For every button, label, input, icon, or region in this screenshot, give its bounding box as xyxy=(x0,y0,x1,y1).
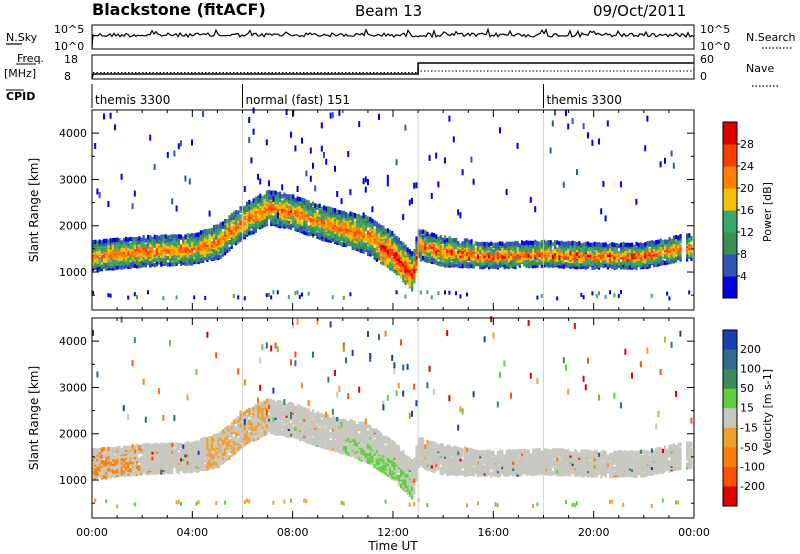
y-tick-label: 4000 xyxy=(59,127,87,140)
noise-tick-right-bottom: 10^0 xyxy=(700,40,730,53)
colorbar-swatch xyxy=(723,388,737,409)
colorbar-swatch xyxy=(723,166,737,189)
colorbar-swatch xyxy=(723,447,737,468)
velocity-colorbar-label: Velocity [m s-1] xyxy=(761,369,774,455)
x-tick-label: 16:00 xyxy=(477,526,509,539)
y-tick-label: 4000 xyxy=(59,335,87,348)
y-tick-label: 2000 xyxy=(59,220,87,233)
velocity-panel-frame xyxy=(91,317,695,519)
velocity-colorbar: 200 100 50 15 -15 -50 -100 -200 xyxy=(722,329,765,507)
velocity-colorbar-tick: 200 xyxy=(740,343,761,356)
power-colorbar-label: Power [dB] xyxy=(761,182,774,242)
radar-title: Blackstone (fitACF) xyxy=(92,0,266,19)
colorbar-swatch xyxy=(723,427,737,448)
x-tick-label: 00:00 xyxy=(678,526,710,539)
nave-line xyxy=(93,70,694,73)
noise-trace xyxy=(91,27,695,49)
colorbar-swatch xyxy=(723,486,737,507)
colorbar-swatch xyxy=(723,188,737,211)
cpid-segment-label: themis 3300 xyxy=(547,93,622,107)
x-tick-label: 08:00 xyxy=(277,526,309,539)
beam-title: Beam 13 xyxy=(355,2,422,20)
colorbar-swatch xyxy=(723,408,737,429)
x-tick-label: 00:00 xyxy=(76,526,108,539)
velocity-colorbar-tick: -50 xyxy=(740,441,758,454)
colorbar-swatch xyxy=(723,254,737,277)
colorbar-swatch xyxy=(723,330,737,351)
nave-tick-top: 60 xyxy=(700,53,714,66)
date-title: 09/Oct/2011 xyxy=(593,2,686,20)
cpid-label: CPID xyxy=(6,90,35,103)
axes: 1000 2000 3000 4000 1000 2000 3000 4000 00:00 04:… xyxy=(59,109,710,539)
velocity-colorbar-tick: 15 xyxy=(740,402,754,415)
nave-tick-bottom: 0 xyxy=(700,70,707,83)
velocity-panel xyxy=(92,316,693,518)
noise-sky-line xyxy=(91,27,695,49)
power-panel-ylabel: Slant Range [km] xyxy=(27,158,41,262)
y-tick-label: 3000 xyxy=(59,173,87,186)
noise-panel-frame xyxy=(91,24,695,50)
cpid-bar: themis 3300 normal (fast) 151 themis 3300 xyxy=(91,84,622,108)
colorbar-swatch xyxy=(723,210,737,233)
freq-unit-label: [MHz] xyxy=(4,67,36,80)
freq-label: Freq. xyxy=(17,52,44,65)
power-colorbar-tick: 24 xyxy=(740,160,754,173)
power-colorbar-tick: 16 xyxy=(740,204,754,217)
velocity-colorbar-tick: 100 xyxy=(740,363,761,376)
x-tick-label: 12:00 xyxy=(377,526,409,539)
freq-nave-trace xyxy=(91,62,694,79)
noise-tick-left-top: 10^5 xyxy=(54,23,84,36)
colorbar-swatch xyxy=(723,369,737,390)
x-tick-label: 20:00 xyxy=(578,526,610,539)
y-tick-label: 3000 xyxy=(59,381,87,394)
cpid-segment-label: themis 3300 xyxy=(95,93,170,107)
power-colorbar-tick: 28 xyxy=(740,138,754,151)
x-axis-label: Time UT xyxy=(367,539,418,553)
freq-panel-frame xyxy=(91,54,695,80)
power-colorbar-tick: 8 xyxy=(740,248,747,261)
power-colorbar: 4 8 12 16 20 24 28 xyxy=(722,121,754,299)
freq-tick-top: 18 xyxy=(64,53,78,66)
cpid-segment-label: normal (fast) 151 xyxy=(246,93,350,107)
y-tick-label: 2000 xyxy=(59,428,87,441)
colorbar-swatch xyxy=(723,144,737,167)
freq-line xyxy=(91,62,694,79)
noise-tick-left-bottom: 10^0 xyxy=(54,40,84,53)
power-panel-frame xyxy=(91,109,695,311)
power-colorbar-tick: 4 xyxy=(740,270,747,283)
freq-tick-bottom: 8 xyxy=(64,70,71,83)
velocity-colorbar-tick: 50 xyxy=(740,382,754,395)
noise-tick-right-top: 10^5 xyxy=(700,23,730,36)
noise-sky-label: N.Sky xyxy=(6,31,38,44)
velocity-colorbar-tick: -15 xyxy=(740,421,758,434)
velocity-colorbar-tick: -200 xyxy=(740,480,765,493)
y-tick-label: 1000 xyxy=(59,474,87,487)
y-tick-label: 1000 xyxy=(59,266,87,279)
velocity-colorbar-tick: -100 xyxy=(740,460,765,473)
noise-search-label: N.Search xyxy=(746,31,796,44)
power-colorbar-tick: 20 xyxy=(740,182,754,195)
velocity-panel-ylabel: Slant Range [km] xyxy=(27,366,41,470)
colorbar-swatch xyxy=(723,232,737,255)
colorbar-swatch xyxy=(723,122,737,145)
colorbar-swatch xyxy=(723,349,737,370)
colorbar-frame xyxy=(722,329,738,507)
colorbar-swatch xyxy=(723,466,737,487)
power-colorbar-tick: 12 xyxy=(740,226,754,239)
nave-label: Nave xyxy=(746,62,774,75)
x-tick-label: 04:00 xyxy=(176,526,208,539)
colorbar-swatch xyxy=(723,276,737,299)
power-panel xyxy=(92,107,693,310)
